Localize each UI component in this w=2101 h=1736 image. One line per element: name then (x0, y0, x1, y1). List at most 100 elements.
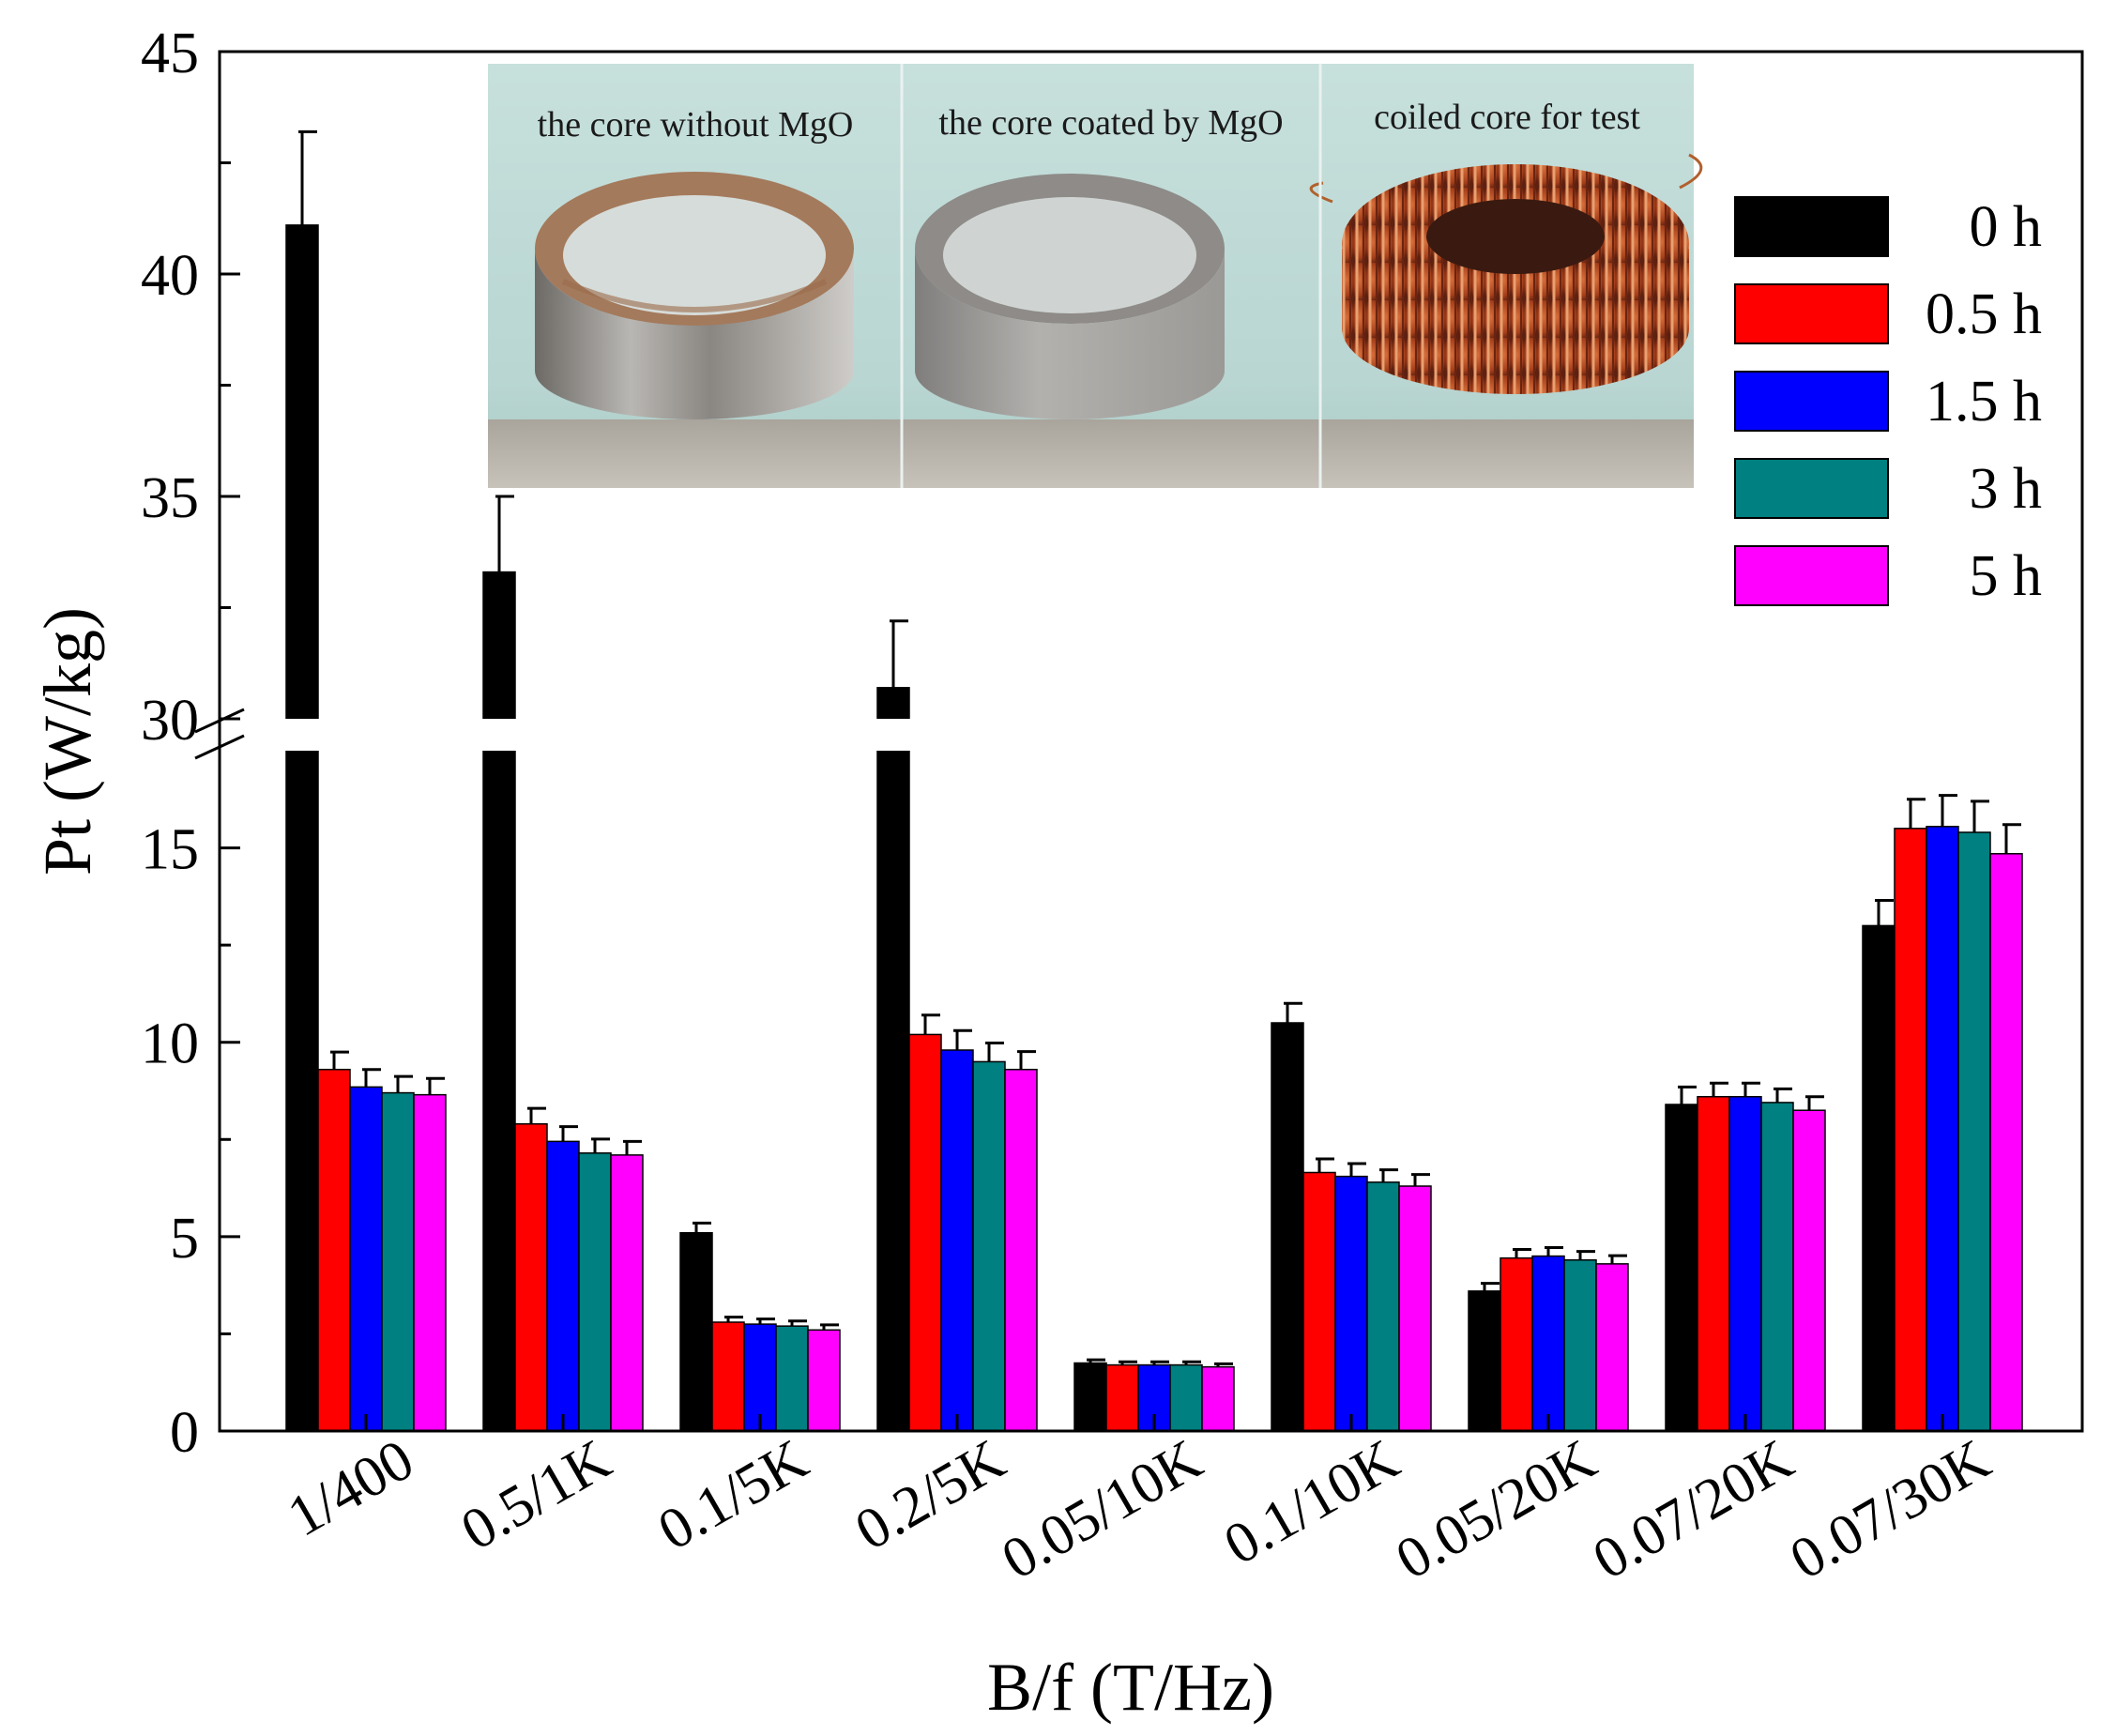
x-tick-label: 0.05/20K (1386, 1427, 1607, 1591)
x-tick-label: 0.5/1K (450, 1427, 621, 1562)
bar-3h-0.5/1K (578, 1152, 612, 1431)
y-tick-label: 45 (141, 22, 199, 85)
error-bar-1.5h-0.2/5K (953, 1028, 972, 1050)
bar-0h-0.5/1K (482, 571, 516, 1431)
error-bar-0.5h-0.5/1K (527, 1106, 546, 1124)
error-bar-5h-0.5/1K (623, 1139, 642, 1155)
legend-label: 1.5 h (1926, 370, 2042, 434)
core-without-mgo-image (535, 172, 854, 419)
error-bar-0h-0.05/10K (1087, 1358, 1105, 1363)
error-bar-3h-0.07/30K (1971, 799, 1989, 832)
bar-1.5h-0.5/1K (546, 1140, 580, 1431)
error-bar-5h-0.05/20K (1608, 1254, 1627, 1264)
error-bar-5h-1/400 (426, 1076, 445, 1095)
bar-3h-1/400 (381, 1091, 415, 1431)
bar-0.5h-0.2/5K (908, 1033, 942, 1431)
error-bar-0h-0.1/5K (693, 1221, 711, 1233)
error-bar-5h-0.07/30K (2002, 823, 2021, 854)
bar-0.5h-0.07/30K (1894, 828, 1927, 1431)
error-bar-0h-0.1/10K (1284, 1001, 1302, 1023)
inset-photo: the core without MgO the core coated by … (488, 64, 1703, 488)
bar-5h-0.05/10K (1201, 1365, 1235, 1431)
error-bar-5h-0.1/10K (1411, 1173, 1430, 1186)
error-bar-1.5h-0.1/10K (1347, 1162, 1366, 1177)
error-bar-0h-0.05/20K (1481, 1282, 1500, 1291)
axis-break-band (221, 719, 2080, 751)
bar-0.5h-0.05/20K (1500, 1256, 1533, 1431)
y-tick-label: 15 (141, 818, 199, 882)
error-bar-0h-0.2/5K (890, 619, 908, 688)
error-bar-0.5h-0.2/5K (921, 1013, 940, 1035)
legend-swatch-0h (1734, 196, 1889, 257)
photo-label-2: the core coated by MgO (938, 103, 1283, 143)
bar-1.5h-0.2/5K (940, 1049, 974, 1431)
bar-0h-1/400 (285, 224, 319, 1431)
core-coated-mgo-image (915, 174, 1225, 419)
bar-1.5h-0.07/20K (1728, 1095, 1762, 1431)
x-tick-label: 0.07/30K (1780, 1427, 2002, 1591)
bar-0h-0.1/5K (679, 1231, 713, 1431)
bar-3h-0.07/30K (1957, 831, 1991, 1431)
y-tick-label: 5 (170, 1207, 199, 1271)
bar-5h-0.05/20K (1595, 1263, 1629, 1431)
legend-swatch-1.5h (1734, 371, 1889, 432)
coiled-core-image (1309, 153, 1703, 394)
y-tick-label: 40 (141, 244, 199, 308)
error-bar-5h-0.07/20K (1805, 1095, 1824, 1111)
error-bar-3h-0.1/10K (1379, 1168, 1398, 1182)
error-bar-1.5h-0.5/1K (559, 1125, 578, 1142)
x-tick-label: 1/400 (278, 1427, 424, 1549)
bar-1.5h-0.1/10K (1334, 1175, 1368, 1431)
bar-0.5h-1/400 (317, 1068, 351, 1431)
bar-3h-0.05/20K (1563, 1258, 1597, 1431)
x-tick-label: 0.05/10K (992, 1427, 1213, 1591)
bar-0h-0.07/20K (1665, 1104, 1698, 1431)
error-bar-3h-0.2/5K (985, 1042, 1004, 1062)
bar-3h-0.07/20K (1760, 1102, 1794, 1431)
bar-3h-0.1/5K (775, 1325, 809, 1431)
error-bar-0.5h-0.1/10K (1316, 1157, 1334, 1173)
error-bar-0.5h-0.07/30K (1907, 798, 1926, 829)
bar-0h-0.2/5K (876, 687, 910, 1431)
error-bar-3h-0.07/20K (1774, 1087, 1792, 1103)
bar-3h-0.1/10K (1366, 1181, 1400, 1431)
error-bar-3h-0.05/10K (1182, 1360, 1201, 1365)
bar-5h-0.5/1K (610, 1154, 644, 1431)
legend-label: 3 h (1970, 457, 2043, 521)
error-bar-1.5h-0.1/5K (756, 1317, 775, 1325)
axis-break-gap (221, 719, 2080, 751)
bar-0.5h-0.1/5K (711, 1321, 745, 1431)
error-bar-3h-0.1/5K (788, 1319, 807, 1327)
x-axis-title: B/f (T/Hz) (987, 1650, 1274, 1725)
bar-5h-0.2/5K (1004, 1068, 1038, 1431)
bar-0.5h-0.07/20K (1697, 1095, 1730, 1431)
bar-0.5h-0.1/10K (1302, 1171, 1336, 1431)
bar-5h-1/400 (413, 1093, 447, 1431)
x-tick-label: 0.1/5K (647, 1427, 818, 1562)
legend-swatch-5h (1734, 545, 1889, 606)
error-bar-0.5h-0.05/10K (1119, 1360, 1137, 1365)
bars-group (285, 129, 2023, 1431)
y-tick-label: 10 (141, 1013, 199, 1076)
bar-5h-0.1/5K (807, 1329, 841, 1431)
bar-0h-0.05/10K (1073, 1362, 1107, 1431)
error-bar-0.5h-1/400 (330, 1050, 349, 1070)
x-tick-label: 0.07/20K (1583, 1427, 1804, 1591)
error-bar-3h-0.5/1K (591, 1137, 610, 1153)
error-bar-0.5h-0.07/20K (1710, 1081, 1728, 1097)
error-bar-5h-0.2/5K (1017, 1050, 1036, 1070)
bar-5h-0.1/10K (1398, 1185, 1432, 1431)
photo-label-3: coiled core for test (1374, 98, 1640, 137)
bar-3h-0.2/5K (972, 1060, 1006, 1431)
error-bar-3h-1/400 (394, 1074, 413, 1093)
bar-5h-0.07/20K (1792, 1109, 1826, 1431)
y-tick-label: 35 (141, 466, 199, 530)
bar-0h-0.05/20K (1468, 1290, 1501, 1431)
error-bar-1.5h-0.05/20K (1545, 1245, 1563, 1256)
legend-swatch-3h (1734, 458, 1889, 519)
plot-frame (218, 50, 2084, 1433)
bar-1.5h-0.07/30K (1926, 826, 1959, 1431)
x-tick-label: 0.2/5K (845, 1427, 1015, 1562)
bar-0.5h-0.5/1K (514, 1122, 548, 1431)
error-bar-1.5h-0.05/10K (1150, 1360, 1169, 1365)
